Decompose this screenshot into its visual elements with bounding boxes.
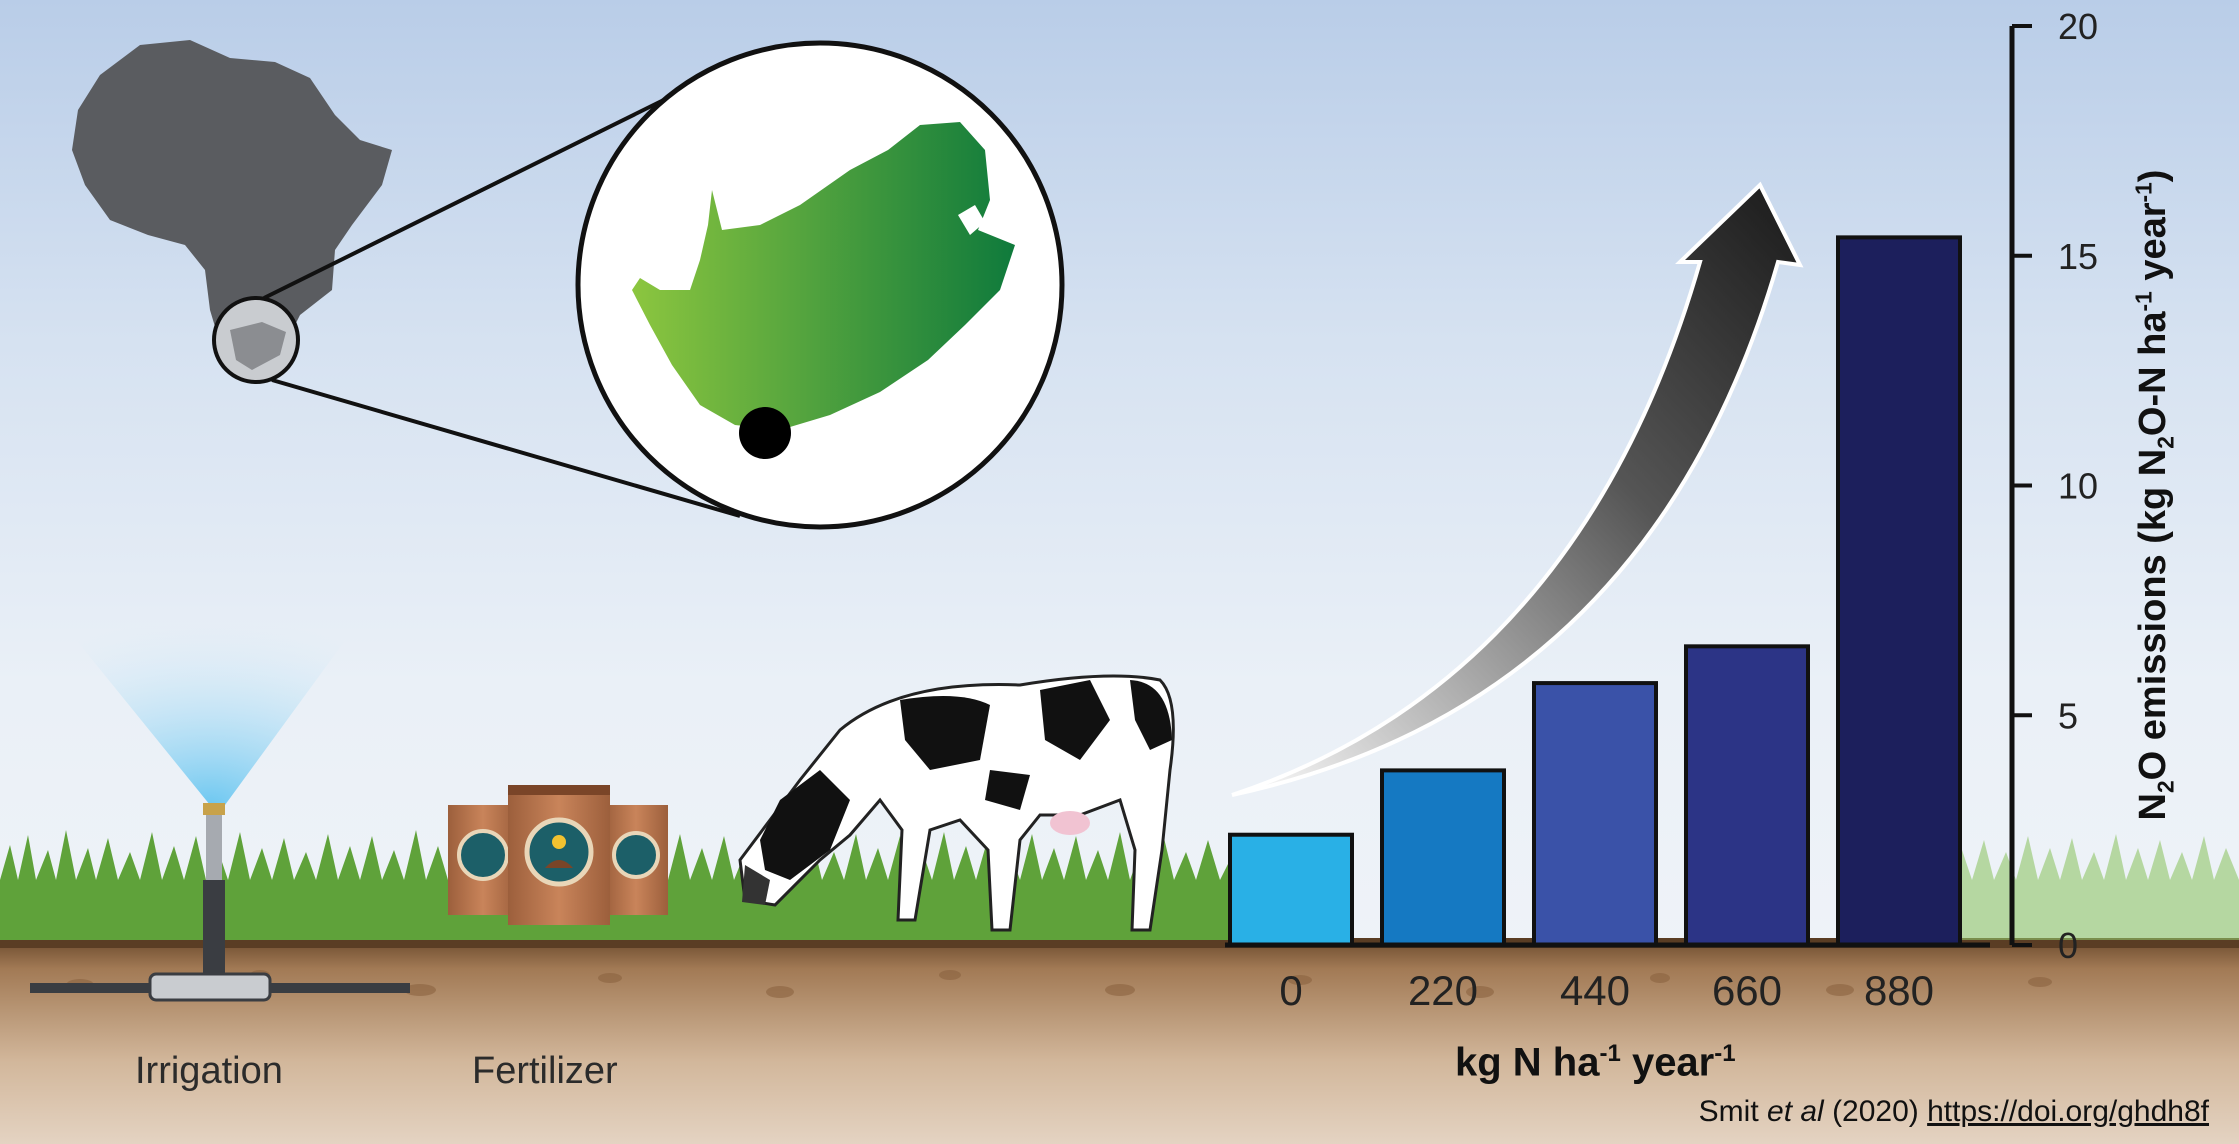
- x-axis-label-mid: year: [1620, 1040, 1715, 1085]
- location-dot-icon: [739, 407, 791, 459]
- citation-year: (2020): [1823, 1095, 1928, 1128]
- y-axis-label-sup1: -1: [2130, 291, 2157, 312]
- y-axis-label-sup2: -1: [2130, 182, 2157, 203]
- trend-arrow: [1231, 181, 1804, 797]
- y-axis-label-part-e: ): [2132, 169, 2175, 183]
- citation-etal: et al: [1767, 1095, 1824, 1128]
- x-tick-label: 0: [1279, 967, 1302, 1014]
- bar-chart: 0 5 10 15 20 0 220 440 660 880: [1225, 6, 2098, 1014]
- citation-doi-link[interactable]: https://doi.org/ghdh8f: [1927, 1095, 2209, 1128]
- bar-440: [1532, 681, 1658, 948]
- y-axis-label-sub1: 2: [2152, 780, 2179, 793]
- bar-880: [1836, 235, 1962, 947]
- south-africa-map-icon: [575, 40, 1065, 530]
- x-tick-label: 220: [1408, 967, 1478, 1014]
- x-tick-label: 880: [1864, 967, 1934, 1014]
- fertilizer-bag-icon: [448, 785, 668, 925]
- irrigation-label: Irrigation: [135, 1050, 283, 1092]
- x-tick-label: 440: [1560, 967, 1630, 1014]
- y-axis-label: N2O emissions (kg N2O-N ha-1 year-1): [2130, 170, 2179, 821]
- sprinkler-icon: [30, 620, 410, 1002]
- bar-660: [1684, 644, 1810, 947]
- x-axis-label-sup1: -1: [1599, 1040, 1621, 1067]
- bar-220: [1380, 768, 1506, 948]
- x-axis-label: kg N ha-1 year-1: [1455, 1040, 1736, 1085]
- y-tick-label: 5: [2058, 695, 2078, 736]
- fertilizer-label: Fertilizer: [472, 1050, 618, 1092]
- y-tick-label: 0: [2058, 925, 2078, 966]
- x-axis-label-sup2: -1: [1714, 1040, 1736, 1067]
- y-axis-label-part-d: year: [2132, 202, 2175, 292]
- y-axis-label-part-c: O-N ha: [2132, 311, 2175, 437]
- x-tick-label: 660: [1712, 967, 1782, 1014]
- citation-author: Smit: [1698, 1095, 1768, 1128]
- y-tick-label: 20: [2058, 6, 2098, 47]
- y-axis-label-part-a: N: [2132, 793, 2175, 821]
- bar-0: [1228, 832, 1354, 947]
- africa-map-icon: [72, 40, 392, 384]
- y-axis-label-sub2: 2: [2152, 436, 2179, 449]
- x-axis-label-main: kg N ha: [1455, 1040, 1600, 1085]
- cow-icon: [738, 674, 1175, 932]
- y-axis-label-part-b: O emissions (kg N: [2132, 448, 2175, 781]
- y-tick-label: 10: [2058, 466, 2098, 507]
- citation: Smit et al (2020) https://doi.org/ghdh8f: [1699, 1095, 2209, 1129]
- y-tick-label: 15: [2058, 236, 2098, 277]
- soil-icon: [0, 938, 2239, 1144]
